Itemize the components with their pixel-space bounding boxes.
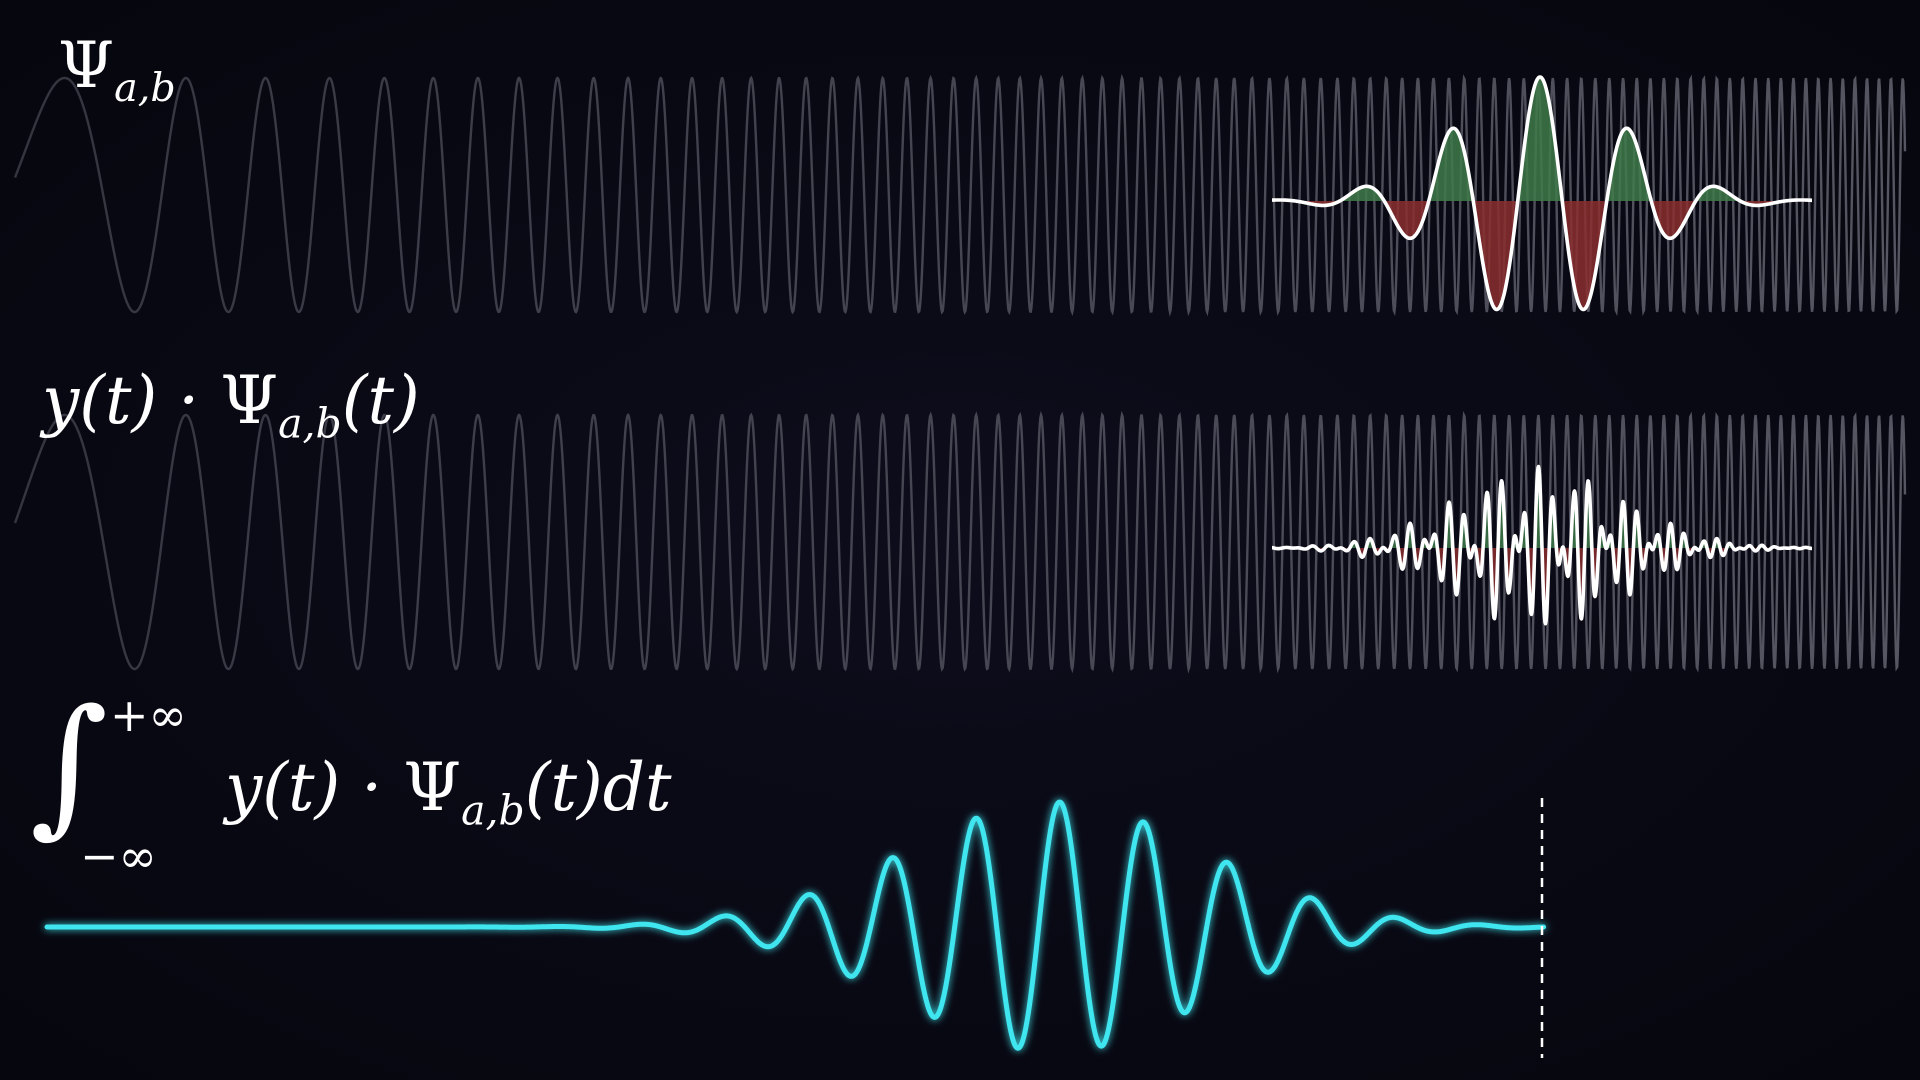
psi-subscript: a,b — [114, 64, 176, 111]
integral-result-curve — [44, 799, 1547, 1051]
chirp-signal-middle — [13, 410, 1907, 674]
wavelet-curve — [1270, 75, 1814, 312]
wavelet-label: Ψa,b — [58, 34, 176, 109]
product-curve — [1270, 464, 1814, 626]
integral-sign: ∫ — [30, 678, 109, 852]
integrand-psi-symbol: Ψ — [403, 749, 462, 826]
integral-upper-limit: +∞ — [110, 688, 187, 742]
integrand-suffix: (t)dt — [524, 749, 672, 826]
product-subscript: a,b — [278, 399, 342, 448]
integrand-prefix: y(t) · — [225, 749, 404, 826]
wavelet-area-3 — [1385, 201, 1428, 239]
wavelet-area-9 — [1652, 201, 1695, 239]
product-psi-symbol: Ψ — [220, 362, 279, 439]
product-label: y(t) · Ψa,b(t) — [42, 368, 420, 444]
integrand-label: y(t) · Ψa,b(t)dt — [225, 755, 672, 831]
psi-symbol: Ψ — [58, 29, 115, 103]
wavelet-area-6 — [1518, 77, 1562, 201]
integrand-subscript: a,b — [461, 786, 525, 835]
integral-lower-limit: −∞ — [80, 829, 157, 883]
product-prefix: y(t) · — [42, 362, 221, 439]
product-suffix: (t) — [341, 362, 420, 439]
